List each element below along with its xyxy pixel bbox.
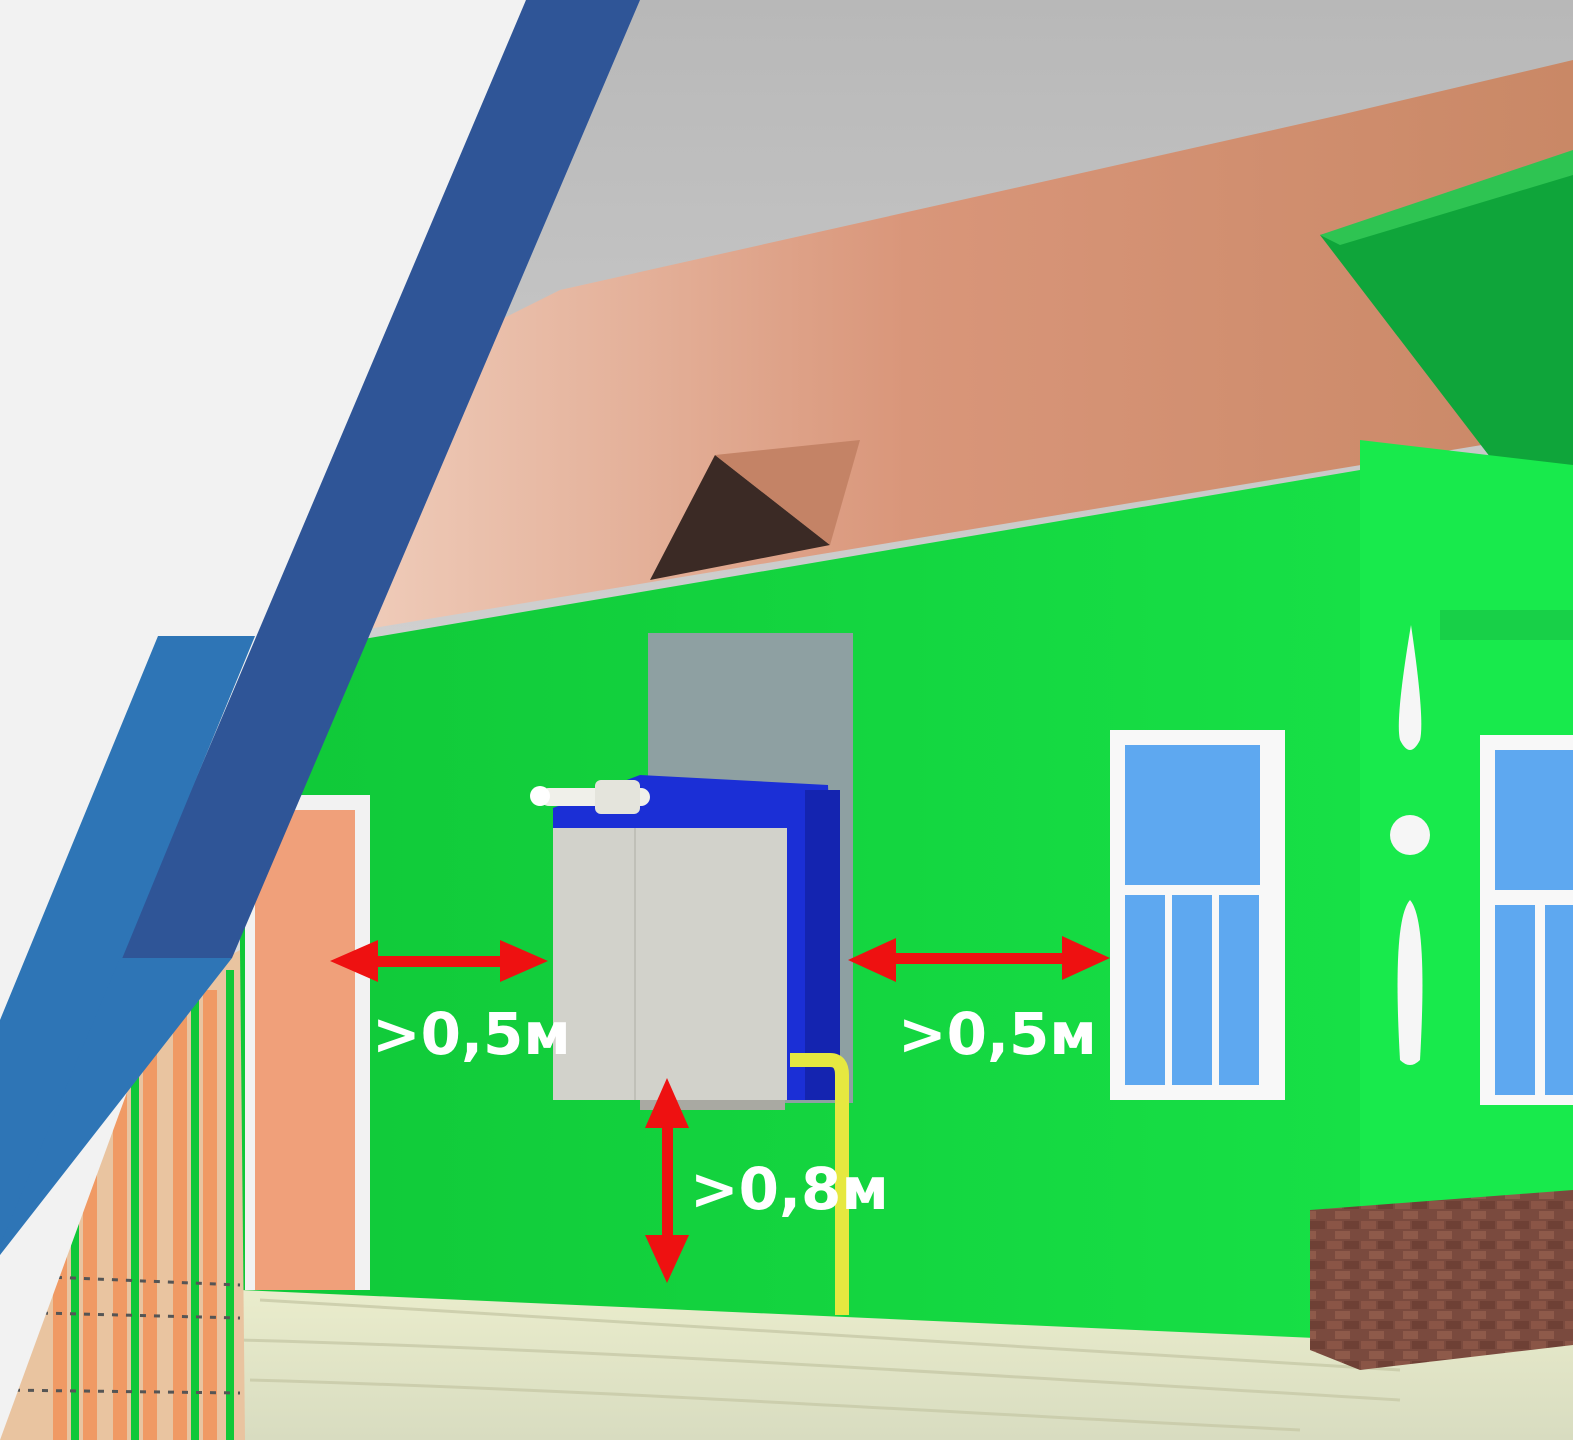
right-gap-label: >0,5м	[898, 1000, 1097, 1068]
body-line-6: ОРД-С	[170, 722, 280, 762]
right-window	[1110, 730, 1285, 1100]
gable	[1320, 165, 1573, 470]
gas-pipe	[790, 1053, 849, 1315]
dormer	[650, 455, 830, 580]
cabinet-body	[553, 828, 787, 1100]
brick-plinth	[1310, 1190, 1573, 1370]
wall-ornament	[1390, 625, 1430, 1065]
far-right-window	[1440, 610, 1573, 1105]
body-line-2: С до	[176, 440, 255, 480]
body-line-5: м	[176, 614, 204, 654]
slide-heading: змещать на	[175, 205, 406, 245]
body-line-4: кон	[172, 556, 236, 596]
body-line-1: в свету	[176, 382, 307, 422]
body-line-3: ионных	[172, 498, 307, 538]
bottom-gap-label: >0,8м	[690, 1155, 889, 1223]
left-gap-label: >0,5м	[372, 1000, 571, 1068]
